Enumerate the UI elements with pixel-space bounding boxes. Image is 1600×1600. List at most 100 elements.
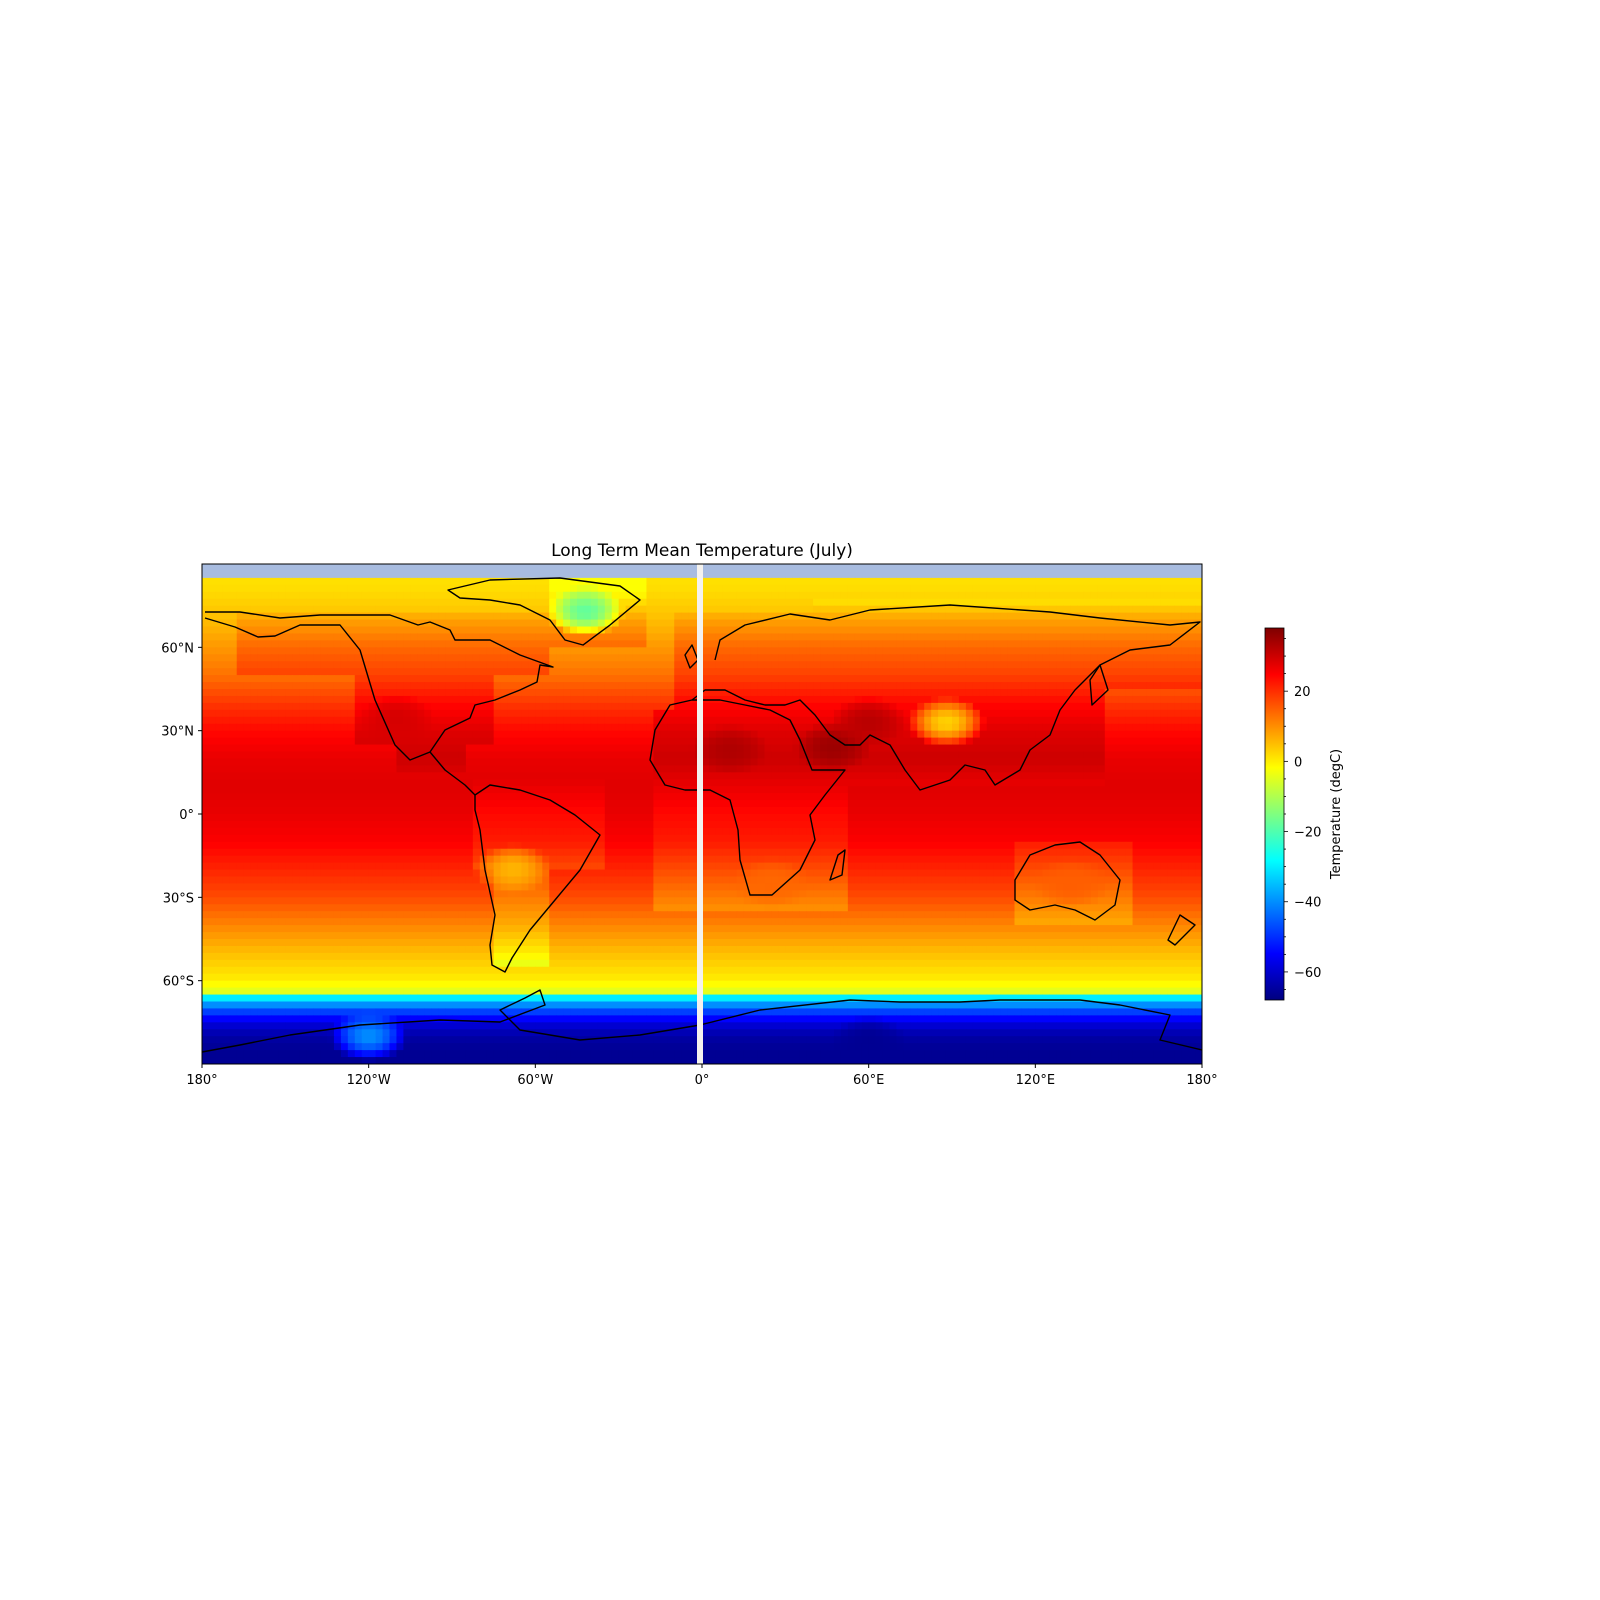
heat-cell [833, 702, 842, 711]
heat-cell [507, 612, 516, 621]
heat-cell [757, 723, 766, 732]
heat-cell [1139, 591, 1148, 600]
heat-cell [993, 744, 1002, 753]
heat-cell [910, 744, 918, 753]
heat-cell [604, 723, 613, 732]
heat-cell [507, 772, 516, 780]
heat-cell [868, 779, 877, 787]
heat-cell [924, 689, 932, 697]
heat-cell [299, 661, 307, 669]
heat-cell [1042, 598, 1050, 607]
heat-cell [347, 626, 356, 635]
heat-cell [813, 716, 821, 725]
heat-cell [354, 723, 363, 732]
heat-cell [924, 765, 932, 773]
heat-cell [1195, 751, 1202, 760]
heat-cell [618, 612, 627, 621]
heat-cell [632, 709, 641, 718]
heat-cell [757, 689, 766, 697]
heat-cell [458, 598, 467, 607]
heat-cell [847, 598, 856, 607]
heat-cell [1056, 605, 1064, 614]
heat-cell [868, 702, 877, 711]
heat-cell [1063, 598, 1071, 607]
heat-cell [910, 730, 918, 739]
heat-cell [1181, 668, 1189, 676]
heat-cell [1104, 591, 1113, 600]
heat-cell [806, 584, 814, 593]
heat-cell [507, 605, 516, 614]
heat-cell [1125, 730, 1134, 739]
heat-cell [799, 654, 807, 662]
heat-cell [208, 626, 217, 635]
heat-cell [1174, 695, 1182, 704]
heat-cell [417, 612, 425, 621]
heat-cell [1035, 619, 1043, 628]
heat-cell [931, 723, 939, 732]
heat-cell [868, 661, 877, 669]
heat-cell [702, 633, 710, 641]
heat-cell [736, 640, 745, 648]
heat-cell [410, 702, 418, 711]
heat-cell [361, 758, 370, 766]
heat-cell [222, 793, 231, 801]
heat-cell [667, 744, 675, 753]
heat-cell [236, 626, 245, 635]
heat-cell [222, 772, 231, 780]
heat-cell [577, 605, 585, 614]
heat-cell [327, 668, 335, 676]
heat-cell [875, 619, 884, 628]
heat-cell [736, 682, 745, 690]
heat-cell [236, 640, 245, 648]
heat-cell [1188, 758, 1196, 766]
heat-cell [403, 689, 411, 697]
heat-cell [792, 751, 800, 760]
heat-cell [542, 737, 550, 746]
heat-cell [202, 598, 210, 607]
heat-cell [431, 605, 439, 614]
heat-cell [757, 695, 766, 704]
heat-cell [820, 591, 828, 600]
heat-cell [368, 765, 377, 773]
heat-cell [715, 751, 724, 760]
heat-cell [583, 730, 592, 739]
heat-cell [813, 577, 821, 586]
heat-cell [771, 695, 779, 704]
heat-cell [229, 647, 238, 655]
heat-cell [1195, 709, 1202, 718]
heat-cell [604, 647, 613, 655]
heat-cell [583, 584, 592, 593]
heat-cell [285, 633, 293, 641]
heat-cell [1070, 737, 1078, 746]
heat-cell [535, 723, 543, 732]
heat-cell [868, 751, 877, 760]
heat-cell [243, 654, 252, 662]
heat-cell [347, 682, 356, 690]
heat-cell [347, 737, 356, 746]
heat-cell [215, 675, 224, 683]
heat-cell [208, 751, 217, 760]
heat-cell [743, 800, 752, 808]
heat-cell [229, 800, 238, 808]
heat-cell [333, 779, 342, 787]
heat-cell [452, 570, 460, 579]
heat-cell [1195, 779, 1202, 787]
heat-cell [1028, 661, 1036, 669]
heat-cell [1118, 730, 1127, 739]
heat-cell [882, 758, 891, 766]
heat-cell [1132, 591, 1141, 600]
heat-cell [618, 570, 627, 579]
heat-cell [375, 661, 384, 669]
heat-cell [340, 779, 349, 787]
heat-cell [597, 640, 606, 648]
heat-cell [764, 702, 773, 711]
heat-cell [840, 640, 849, 648]
heat-cell [396, 564, 404, 572]
heat-cell [292, 737, 300, 746]
heat-cell [833, 689, 842, 697]
heat-cell [583, 800, 592, 808]
heat-cell [778, 695, 786, 704]
heat-cell [333, 758, 342, 766]
heat-cell [1118, 661, 1127, 669]
heat-cell [1028, 751, 1036, 760]
